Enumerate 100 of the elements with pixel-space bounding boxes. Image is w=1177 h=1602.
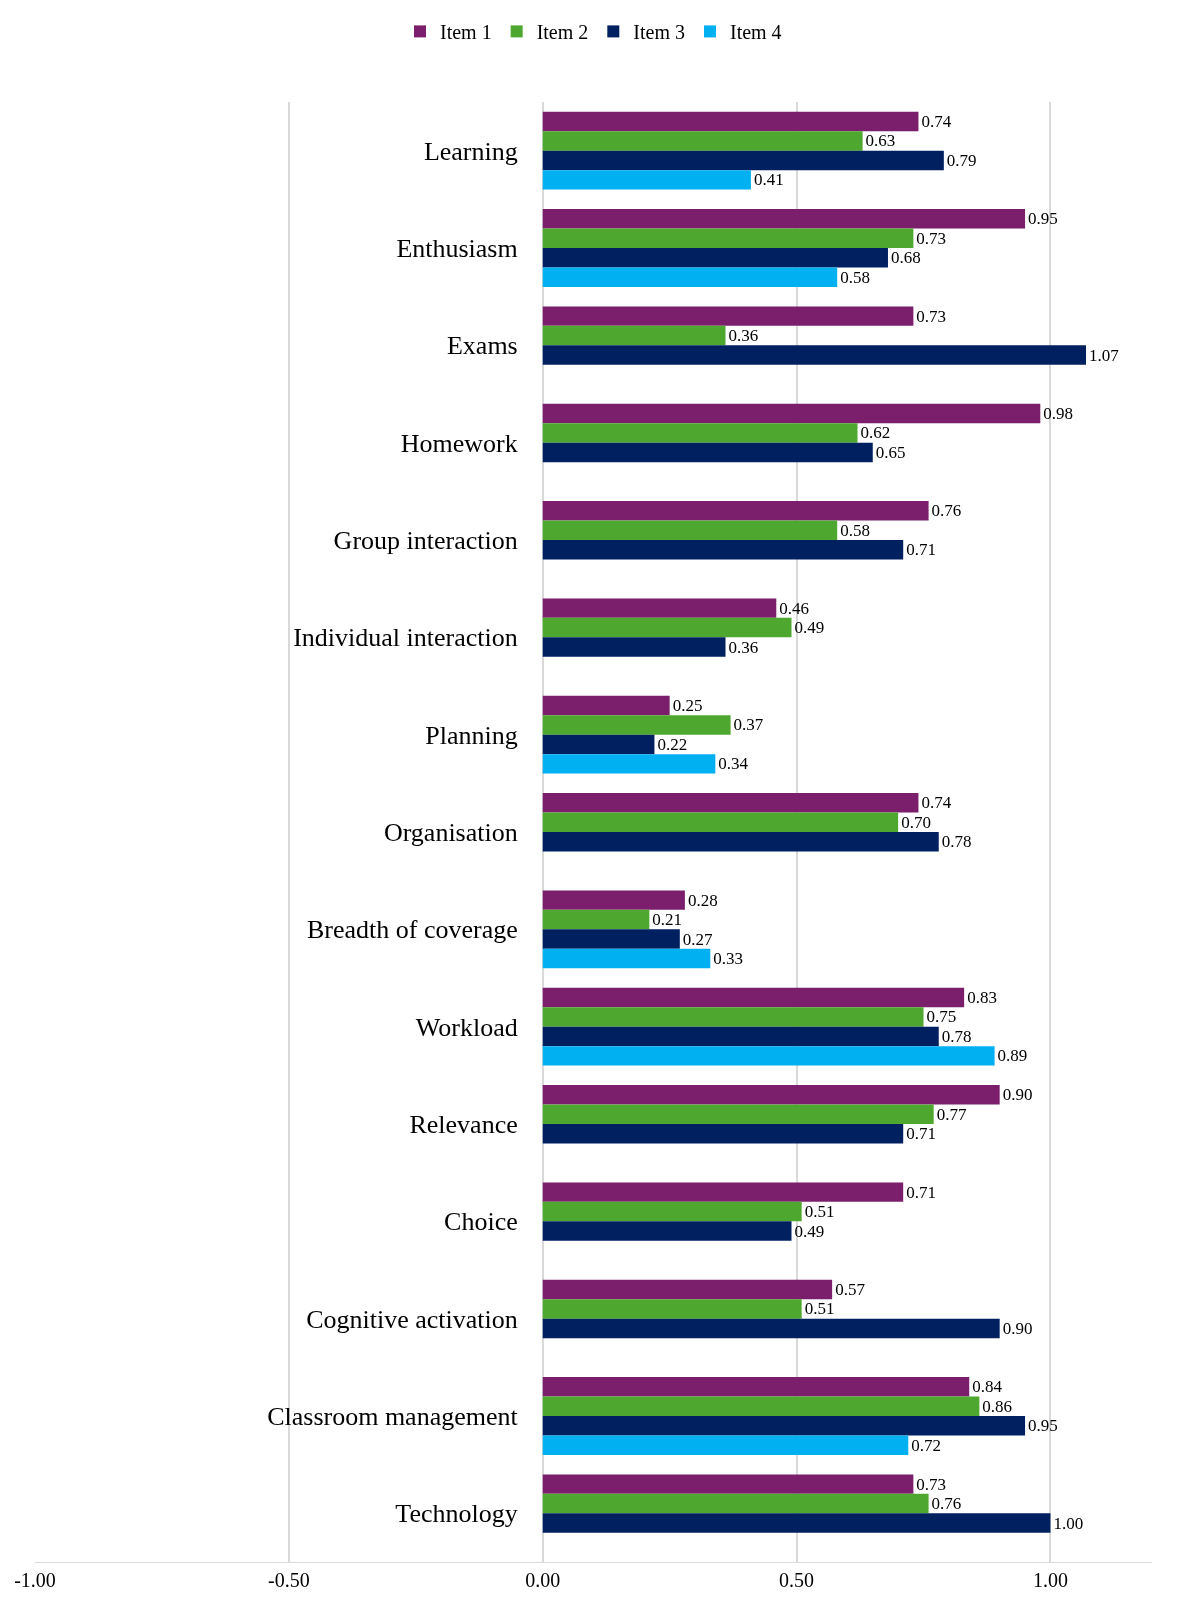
data-label: 0.90 — [1002, 1085, 1033, 1105]
bar — [542, 1182, 904, 1202]
x-tick-label: 0.50 — [779, 1569, 815, 1591]
y-tick-label: Cognitive activation — [306, 1304, 518, 1334]
data-label: 0.86 — [982, 1396, 1013, 1416]
bar — [542, 150, 944, 171]
bar — [542, 948, 711, 969]
bar — [542, 1124, 904, 1144]
bar — [542, 1513, 1051, 1533]
data-label: 0.68 — [890, 248, 921, 268]
bar — [542, 695, 670, 716]
y-tick-label: Learning — [423, 136, 518, 166]
x-tick-label: -1.00 — [14, 1569, 56, 1591]
bar — [542, 1416, 1026, 1436]
bar — [542, 617, 792, 638]
bar — [542, 1026, 939, 1047]
y-tick-label: Individual interaction — [293, 623, 518, 653]
data-label: 0.75 — [926, 1007, 957, 1027]
data-label: 0.84 — [972, 1377, 1003, 1397]
data-label: 0.46 — [779, 598, 810, 618]
y-tick-label: Group interaction — [333, 526, 518, 556]
data-label: 0.33 — [713, 949, 744, 969]
legend-label: Item 3 — [633, 21, 685, 44]
data-label: 0.51 — [804, 1202, 835, 1222]
data-label: 0.89 — [997, 1046, 1028, 1066]
bar — [542, 170, 751, 190]
bar — [542, 832, 939, 852]
data-label: 0.49 — [794, 618, 825, 638]
x-tick-label: 0.00 — [525, 1569, 561, 1591]
data-label: 1.00 — [1053, 1513, 1084, 1533]
bar — [542, 1435, 909, 1455]
data-label: 0.63 — [865, 131, 896, 151]
data-label: 0.41 — [753, 170, 784, 190]
bar — [542, 1201, 802, 1222]
data-label: 0.70 — [901, 812, 931, 832]
data-label: 0.72 — [911, 1435, 942, 1455]
data-label: 0.36 — [728, 637, 759, 657]
data-label: 0.27 — [682, 929, 714, 949]
data-label: 1.07 — [1089, 345, 1120, 365]
data-label: 0.73 — [916, 306, 947, 326]
data-label: 0.34 — [718, 754, 749, 774]
bar — [542, 793, 919, 813]
bar — [542, 306, 914, 326]
data-label: 0.71 — [906, 1124, 936, 1144]
bar — [542, 1279, 833, 1300]
bar — [542, 345, 1086, 365]
data-label: 0.73 — [916, 228, 947, 248]
bar — [542, 1493, 929, 1514]
bar — [542, 540, 904, 560]
data-label: 0.62 — [860, 423, 891, 443]
bar — [542, 403, 1041, 424]
bar — [542, 111, 919, 132]
bar — [542, 248, 888, 268]
bar — [542, 520, 838, 540]
y-tick-label: Technology — [395, 1499, 518, 1529]
bar — [542, 734, 655, 755]
bar — [542, 228, 914, 248]
data-label: 0.74 — [921, 111, 952, 131]
data-label: 0.77 — [936, 1104, 967, 1124]
legend-label: Item 2 — [536, 21, 589, 44]
data-label: 0.58 — [840, 520, 870, 540]
bar — [542, 1299, 802, 1319]
y-tick-label: Choice — [444, 1207, 518, 1237]
bar — [542, 754, 716, 774]
bar — [542, 1085, 1000, 1105]
data-label: 0.37 — [733, 715, 764, 735]
y-tick-label: Homework — [400, 428, 518, 458]
data-label: 0.79 — [946, 150, 977, 170]
y-tick-label: Planning — [425, 720, 518, 750]
y-tick-label: Classroom management — [267, 1402, 519, 1432]
legend-label: Item 1 — [440, 21, 492, 44]
data-label: 0.49 — [794, 1221, 825, 1241]
data-label: 0.21 — [652, 910, 683, 930]
data-label: 0.25 — [672, 695, 703, 715]
y-tick-label: Exams — [446, 331, 518, 361]
data-label: 0.90 — [1002, 1318, 1033, 1338]
bar — [542, 209, 1026, 229]
data-label: 0.74 — [921, 793, 952, 813]
bar — [542, 909, 650, 930]
y-tick-label: Workload — [415, 1012, 518, 1042]
y-tick-label: Enthusiasm — [396, 234, 518, 264]
bar — [542, 1396, 980, 1416]
bar — [542, 1046, 995, 1066]
bar — [542, 929, 680, 949]
x-tick-label: 1.00 — [1032, 1569, 1068, 1591]
data-label: 0.78 — [941, 1026, 972, 1046]
bar — [542, 1007, 924, 1027]
data-label: 0.78 — [941, 832, 972, 852]
data-label: 0.22 — [657, 734, 688, 754]
data-label: 0.51 — [804, 1299, 835, 1319]
data-label: 0.95 — [1028, 1416, 1058, 1436]
data-label: 0.58 — [840, 267, 870, 287]
bar — [542, 598, 777, 618]
bar — [542, 267, 838, 287]
data-label: 0.28 — [687, 890, 718, 910]
bar — [542, 890, 685, 910]
bar — [542, 442, 873, 463]
legend-label: Item 4 — [729, 21, 782, 44]
x-tick-label: -0.50 — [268, 1569, 310, 1591]
y-tick-label: Breadth of coverage — [306, 915, 518, 945]
